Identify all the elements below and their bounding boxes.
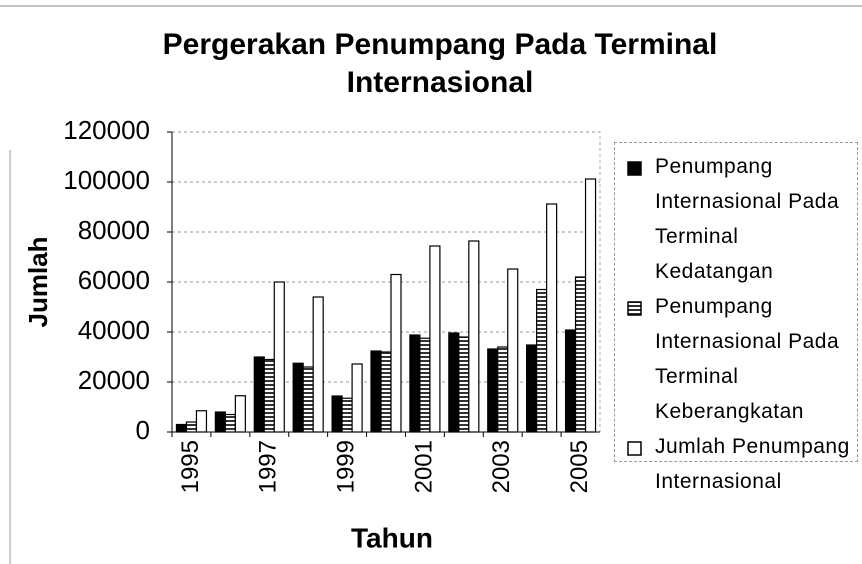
x-tick-label: 2005 — [566, 440, 593, 493]
bar — [234, 395, 246, 433]
y-tick-label: 100000 — [63, 165, 150, 195]
bar — [331, 395, 343, 433]
bar — [487, 348, 499, 433]
legend-swatch — [627, 301, 642, 316]
bar — [409, 334, 421, 433]
bar — [380, 351, 392, 433]
y-tick-label: 0 — [136, 415, 150, 445]
bar — [312, 296, 324, 433]
bar — [185, 421, 198, 433]
bar — [564, 329, 577, 433]
bar — [458, 336, 470, 433]
y-tick-label: 60000 — [78, 265, 150, 295]
legend-label: Jumlah Penumpang Internasional — [655, 435, 850, 493]
legend-item: Jumlah Penumpang Internasional — [623, 429, 853, 499]
legend-item: Penumpang Internasional Pada Terminal Ke… — [623, 289, 853, 429]
bar — [448, 332, 460, 433]
bar — [390, 273, 402, 433]
bar — [429, 245, 441, 433]
bar — [526, 344, 538, 433]
bar — [253, 356, 265, 433]
y-tick-label: 80000 — [78, 215, 150, 245]
bar — [584, 178, 597, 433]
bar — [302, 366, 314, 433]
bar — [214, 411, 226, 433]
y-tick-label: 120000 — [63, 115, 150, 145]
legend-item: Penumpang Internasional Pada Terminal Ke… — [623, 149, 853, 289]
legend-marker — [627, 301, 642, 316]
bar — [351, 363, 363, 433]
bar — [546, 203, 558, 433]
bar — [574, 276, 587, 433]
bar — [273, 281, 285, 433]
y-axis-label: Jumlah — [23, 236, 53, 327]
bar — [224, 413, 236, 433]
bar — [507, 268, 519, 433]
bar — [370, 350, 382, 433]
bar — [263, 358, 275, 433]
x-axis-label: Tahun — [351, 522, 433, 553]
bar — [292, 362, 304, 433]
x-tick-label: 2001 — [410, 440, 437, 493]
legend-swatch — [627, 161, 642, 176]
x-tick-label: 1995 — [177, 440, 204, 493]
legend-marker — [627, 161, 642, 176]
bar — [536, 288, 548, 433]
legend-label: Penumpang Internasional Pada Terminal Ke… — [655, 155, 840, 283]
y-tick-label: 20000 — [78, 365, 150, 395]
legend-label: Penumpang Internasional Pada Terminal Ke… — [655, 295, 840, 423]
x-tick-label: 1997 — [255, 440, 282, 493]
x-tick-label: 2003 — [488, 440, 515, 493]
legend: Penumpang Internasional Pada Terminal Ke… — [614, 142, 858, 493]
legend-marker — [627, 441, 642, 456]
bar — [195, 410, 208, 433]
bar — [497, 346, 509, 433]
bar — [419, 337, 431, 433]
bar — [175, 423, 188, 433]
legend-swatch — [627, 441, 642, 456]
chart-title: Pergerakan Penumpang Pada Terminal Inter… — [162, 28, 718, 99]
y-tick-label: 40000 — [78, 315, 150, 345]
bar — [468, 240, 480, 433]
bar — [341, 397, 353, 433]
x-tick-label: 1999 — [332, 440, 359, 493]
